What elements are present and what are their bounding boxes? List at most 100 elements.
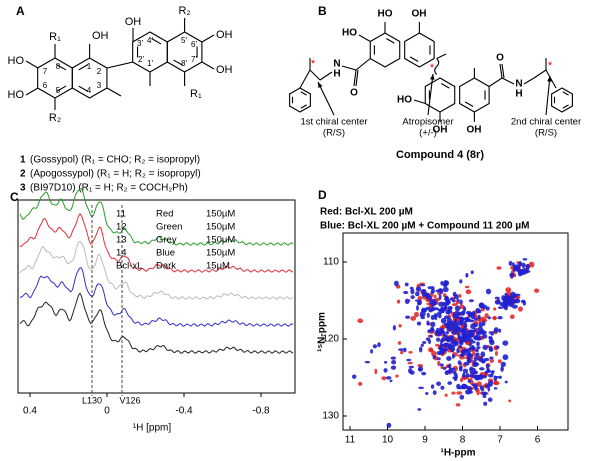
- atom-label: HO: [8, 89, 25, 101]
- spectrum-frame: [17, 199, 296, 394]
- hsqc-peak: [437, 360, 441, 367]
- atom-label: O: [350, 88, 358, 99]
- chiral-mark: *: [548, 60, 553, 72]
- hsqc-peak: [418, 386, 425, 390]
- atom-label: OH: [125, 16, 142, 28]
- hsqc-peak: [466, 335, 471, 342]
- bond: [533, 69, 547, 79]
- compound-number: 3: [20, 183, 26, 194]
- bond: [78, 63, 89, 71]
- hsqc-peak: [467, 374, 472, 378]
- hsqc-peak: [459, 356, 465, 360]
- hsqc-peak: [426, 302, 430, 306]
- hsqc-peak: [408, 350, 413, 354]
- hsqc-peak: [468, 332, 474, 338]
- compound-description: (Gossypol) (R₁ = CHO; R₂ = isopropyl): [30, 155, 200, 166]
- hsqc-peak: [430, 321, 436, 328]
- bond: [501, 77, 515, 85]
- hsqc-peak: [470, 270, 474, 275]
- bond: [25, 87, 39, 96]
- hsqc-peak: [435, 289, 442, 293]
- hsqc-peak: [454, 340, 459, 346]
- hsqc-peak: [484, 313, 489, 319]
- hsqc-peak: [433, 298, 437, 303]
- hsqc-peak: [472, 361, 479, 367]
- bond: [488, 77, 503, 87]
- hsqc-peak: [433, 307, 439, 311]
- hsqc-peak: [390, 356, 397, 360]
- legend-entry: 12: [116, 222, 127, 233]
- hsqc-peak: [451, 367, 456, 371]
- hsqc-peak: [456, 383, 461, 390]
- legend-entry: Bcl-xL: [116, 261, 142, 272]
- legend-entry: 14: [116, 248, 127, 259]
- hsqc-peak: [395, 374, 399, 378]
- hsqc-peak: [463, 324, 468, 329]
- hsqc-peak: [410, 295, 415, 300]
- spectrum-trace: [19, 188, 294, 246]
- hsqc-peak: [477, 374, 483, 378]
- hsqc-peak: [398, 348, 404, 351]
- hsqc-peak: [370, 349, 374, 354]
- bond: [464, 101, 474, 107]
- hsqc-peak: [459, 394, 465, 400]
- hsqc-peak: [473, 383, 477, 388]
- x-tick-label: 8: [460, 435, 466, 446]
- hsqc-peak: [477, 314, 481, 320]
- hsqc-peak: [508, 260, 513, 266]
- hsqc-peak: [351, 374, 357, 379]
- hsqc-peak: [432, 390, 437, 395]
- hsqc-peak: [494, 351, 498, 356]
- bond: [173, 59, 184, 67]
- hsqc-peak: [443, 280, 448, 286]
- compound-caption: Compound 4 (8r): [396, 149, 484, 161]
- annotation: 2nd chiral center: [511, 117, 581, 128]
- hsqc-peak: [410, 288, 415, 295]
- hsqc-peak: [391, 360, 397, 365]
- bond: [319, 71, 333, 81]
- atom-label: OH: [412, 9, 427, 20]
- hsqc-peak: [427, 329, 431, 334]
- legend-entry: Red: [156, 209, 173, 220]
- hsqc-peak: [505, 287, 512, 293]
- atom-label: 1': [147, 59, 153, 68]
- atom-label: H: [515, 89, 522, 100]
- hsqc-peak: [405, 315, 411, 319]
- y-tick-label: 110: [323, 257, 339, 268]
- atom-label: HO: [8, 55, 25, 67]
- annotation: (+/-): [419, 128, 437, 139]
- hsqc-peak: [493, 307, 497, 311]
- hsqc-peak: [488, 331, 495, 334]
- atom-label: 5: [56, 86, 61, 95]
- hsqc-peak: [444, 315, 450, 320]
- hsqc-peak: [400, 350, 404, 355]
- hsqc-peak: [452, 291, 457, 297]
- hsqc-peak: [508, 399, 512, 403]
- atom-label: R₁: [190, 88, 202, 100]
- hsqc-peak: [468, 355, 472, 359]
- annotation: 1st chiral center: [300, 117, 367, 128]
- atom-label: 2': [138, 55, 144, 64]
- bond: [562, 91, 569, 96]
- hsqc-peak: [432, 355, 436, 360]
- hsqc-peak: [497, 306, 504, 310]
- hsqc-peak: [469, 340, 476, 344]
- legend-entry: Green: [156, 222, 182, 233]
- hsqc-peak: [501, 303, 507, 308]
- ring: [71, 57, 108, 99]
- hsqc-peak: [392, 325, 397, 331]
- hsqc-peak: [374, 368, 378, 375]
- y-tick-label: 130: [322, 411, 339, 422]
- hsqc-peak: [458, 345, 463, 349]
- atropisomer-bond: [434, 58, 440, 75]
- atom-label: R₂: [178, 5, 190, 17]
- hsqc-peak: [454, 313, 460, 320]
- hsqc-peak: [433, 313, 439, 318]
- hsqc-peak: [508, 301, 515, 308]
- bond: [309, 69, 321, 81]
- hsqc-peak: [404, 282, 409, 287]
- hsqc-peak: [504, 380, 508, 384]
- hsqc-peak: [473, 356, 479, 362]
- x-tick-label: 10: [382, 435, 394, 446]
- hsqc-peak: [440, 317, 447, 324]
